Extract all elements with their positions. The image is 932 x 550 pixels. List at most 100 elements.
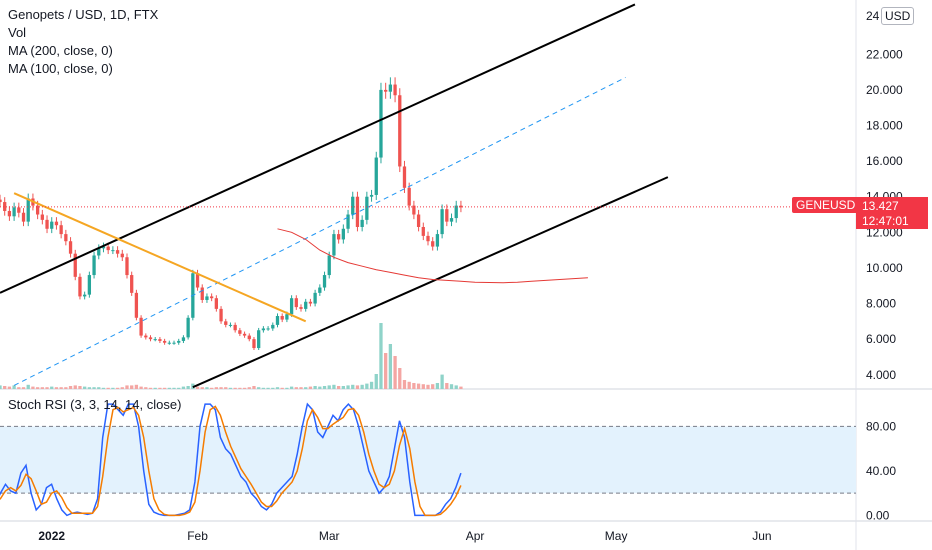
price-axis-label: 8.000 (866, 297, 896, 311)
candle-body (327, 255, 331, 276)
candle-body (313, 292, 317, 304)
candle-body (144, 335, 148, 338)
volume-bar (111, 387, 115, 389)
volume-bar (68, 386, 73, 389)
price-axis-label: 4.000 (866, 368, 896, 382)
volume-bar (327, 385, 331, 389)
candle-body (87, 275, 92, 295)
candle-body (346, 214, 350, 229)
time-axis-label: Jun (752, 529, 771, 543)
volume-bar (40, 387, 44, 389)
candle-body (412, 205, 416, 215)
symbol-title[interactable]: Genopets / USD, 1D, FTX (8, 7, 159, 22)
volume-bar (83, 386, 87, 389)
volume-bar (388, 344, 393, 389)
volume-bar (266, 387, 270, 389)
volume-bar (407, 381, 411, 389)
candle-body (369, 194, 374, 197)
volume-bar (341, 386, 345, 389)
volume-bar (172, 387, 176, 389)
volume-bar (0, 385, 2, 389)
candle-body (134, 292, 139, 318)
volume-bar (308, 386, 313, 389)
legend-ma100[interactable]: MA (100, close, 0) (8, 61, 113, 76)
candle-body (398, 95, 402, 167)
candle-body (431, 241, 435, 247)
upper-channel-line[interactable] (0, 3, 636, 294)
volume-bar (101, 387, 106, 389)
volume-bar (153, 387, 157, 389)
candle-body (388, 84, 393, 92)
volume-bar (162, 387, 167, 389)
candle-body (384, 89, 388, 92)
candle-body (148, 337, 153, 340)
candle-body (355, 196, 360, 227)
mid-channel-line[interactable] (13, 76, 626, 386)
volume-bar (92, 387, 96, 389)
candle-body (195, 273, 200, 288)
candle-body (365, 196, 369, 220)
descending-trendline[interactable] (13, 192, 307, 323)
candle-body (299, 307, 303, 309)
volume-bar (445, 383, 449, 389)
candle-body (228, 324, 233, 326)
last-price-value: 13.427 (856, 197, 928, 215)
candle-body (332, 234, 336, 256)
volume-bar (210, 387, 214, 389)
candle-body (3, 202, 7, 211)
candle-body (50, 221, 54, 229)
rsi-axis-label: 0.00 (866, 508, 890, 522)
candle-body (158, 339, 162, 341)
candle-body (285, 314, 289, 320)
candle-body (271, 324, 275, 329)
candle-body (162, 340, 167, 343)
volume-bar (271, 387, 275, 389)
volume-bar (139, 386, 143, 389)
volume-bar (148, 387, 153, 389)
candle-body (421, 226, 425, 236)
candle-body (210, 296, 214, 299)
volume-bar (257, 387, 261, 389)
candle-body (379, 89, 383, 158)
volume-bar (365, 383, 369, 389)
volume-bar (351, 384, 355, 389)
volume-bar (35, 387, 40, 389)
volume-bar (78, 386, 82, 389)
currency-badge[interactable]: USD (881, 7, 915, 25)
volume-bar (115, 387, 120, 389)
candle-body (224, 321, 228, 325)
candle-body (97, 248, 101, 256)
volume-bar (167, 387, 171, 389)
candle-body (252, 339, 256, 349)
lower-channel-line[interactable] (192, 176, 669, 389)
volume-bar (454, 385, 458, 389)
volume-bar (280, 387, 284, 389)
legend-vol[interactable]: Vol (8, 25, 27, 40)
volume-bar (374, 374, 378, 389)
candle-body (35, 205, 40, 215)
candle-body (233, 324, 237, 331)
volume-bar (120, 387, 124, 389)
rsi-axis-label: 40.00 (866, 464, 896, 478)
volume-bar (177, 387, 181, 389)
candle-body (341, 228, 345, 240)
candle-body (275, 316, 280, 325)
volume-bar (50, 386, 54, 389)
volume-bar (87, 387, 92, 389)
volume-bar (261, 387, 266, 389)
volume-bar (134, 384, 139, 389)
candle-body (45, 219, 49, 229)
volume-bar (59, 387, 63, 389)
volume-bar (416, 383, 421, 389)
volume-bar (238, 387, 242, 389)
volume-bar (186, 386, 190, 389)
legend-ma200[interactable]: MA (200, close, 0) (8, 43, 113, 58)
rsi-legend[interactable]: Stoch RSI (3, 3, 14, 14, close) (8, 397, 182, 412)
volume-bar (435, 383, 440, 389)
volume-bar (398, 368, 402, 389)
candle-body (78, 276, 82, 297)
candle-body (445, 209, 449, 222)
volume-bar (12, 385, 16, 389)
candle-body (459, 205, 463, 208)
